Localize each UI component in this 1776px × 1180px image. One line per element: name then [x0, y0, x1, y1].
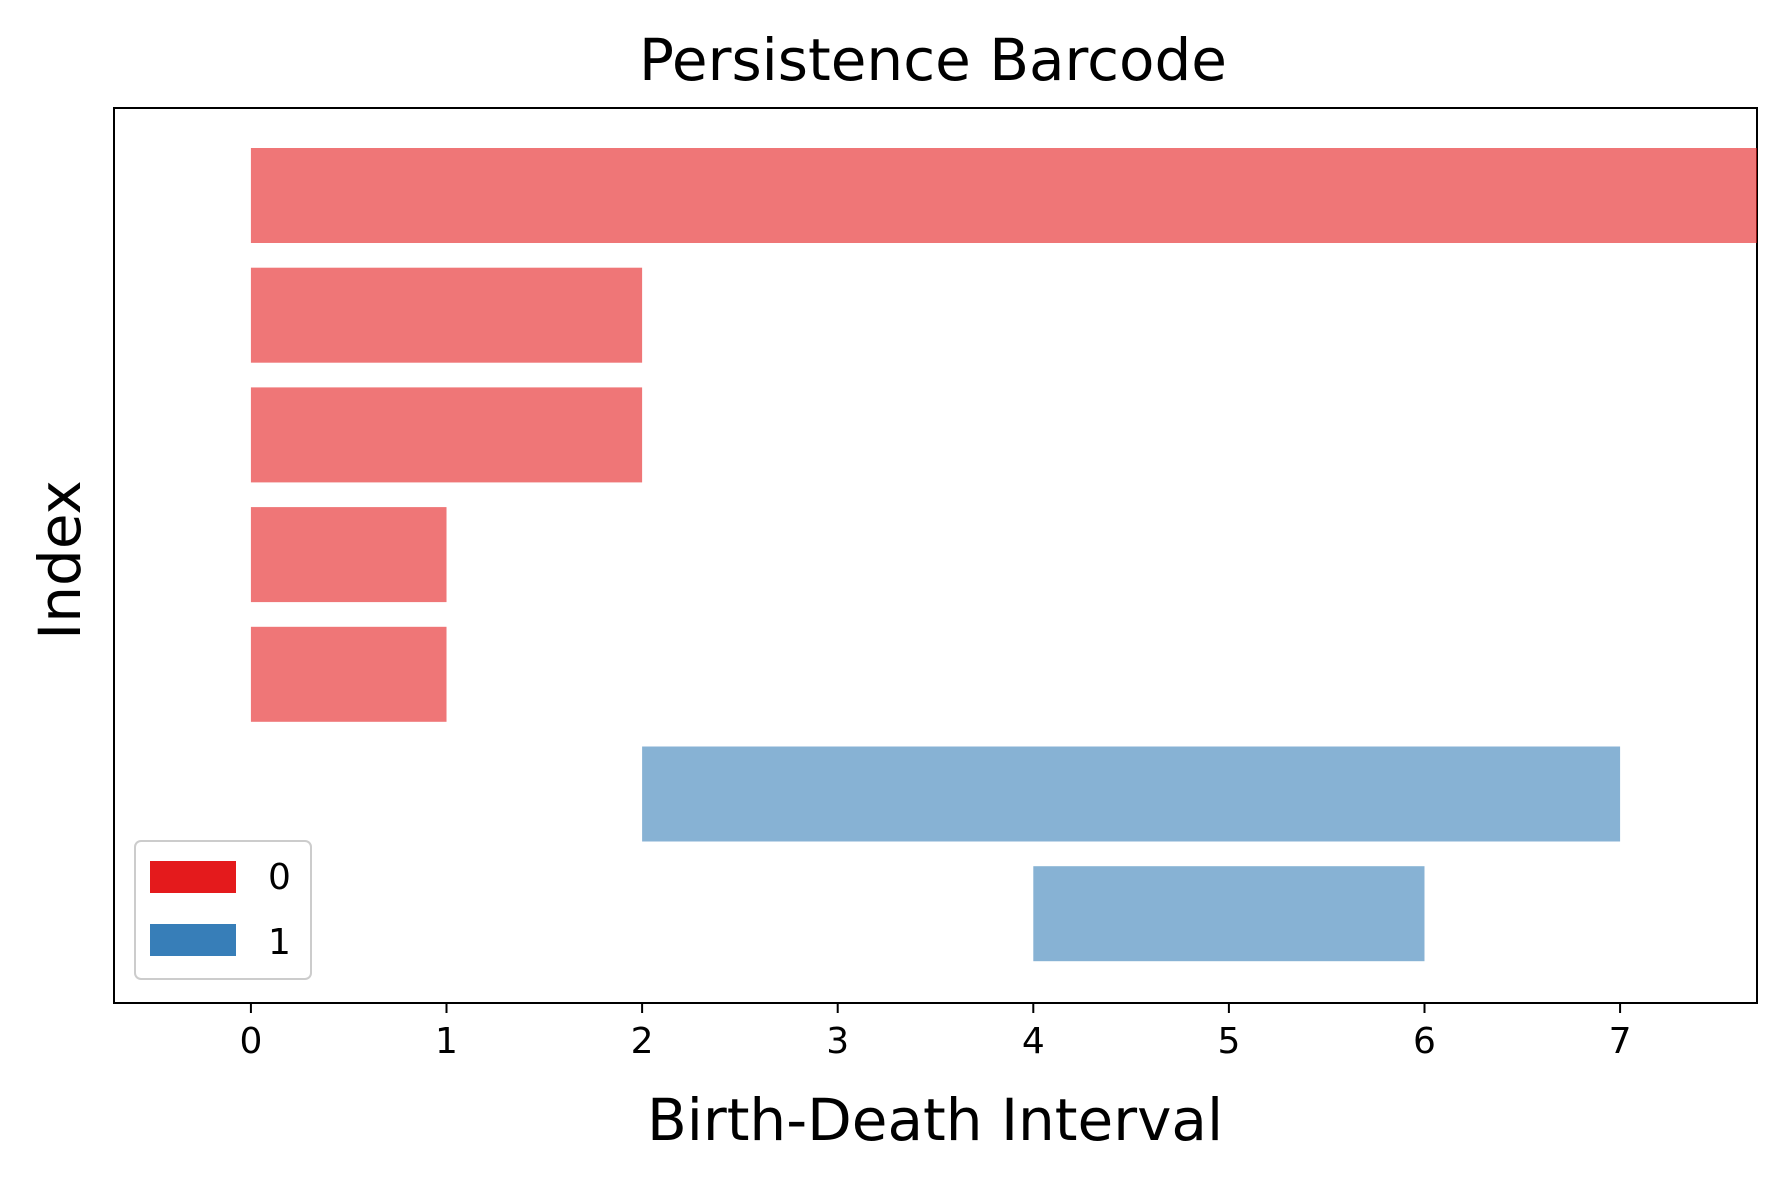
x-tick-label-4: 4 — [1022, 1021, 1045, 1062]
bar-dim0-2 — [250, 387, 643, 483]
x-axis-ticks: 0 1 2 3 4 5 6 7 — [239, 1003, 1632, 1062]
bar-dim0-4 — [250, 626, 447, 722]
x-tick-label-0: 0 — [239, 1021, 262, 1062]
legend-swatch-0 — [150, 861, 236, 893]
x-tick-label-1: 1 — [435, 1021, 458, 1062]
bar-dim1-1 — [1033, 866, 1425, 962]
legend: 0 1 — [134, 840, 312, 980]
y-axis-label: Index — [26, 480, 94, 640]
legend-label-0: 0 — [268, 857, 291, 898]
x-tick-label-3: 3 — [826, 1021, 849, 1062]
x-tick-label-6: 6 — [1413, 1021, 1436, 1062]
bar-dim0-1 — [250, 267, 643, 363]
x-axis-label: Birth-Death Interval — [647, 1086, 1223, 1154]
x-tick-label-7: 7 — [1609, 1021, 1632, 1062]
legend-label-1: 1 — [268, 922, 291, 963]
bar-dim0-0 — [250, 148, 1758, 243]
x-tick-label-5: 5 — [1217, 1021, 1240, 1062]
bar-dim0-3 — [250, 507, 447, 603]
plot-area-frame — [113, 107, 1758, 1004]
bars-group — [250, 148, 1758, 962]
legend-swatch-1 — [150, 924, 236, 956]
bar-dim1-0 — [642, 746, 1621, 842]
x-tick-label-2: 2 — [631, 1021, 654, 1062]
chart-title: Persistence Barcode — [639, 26, 1227, 94]
